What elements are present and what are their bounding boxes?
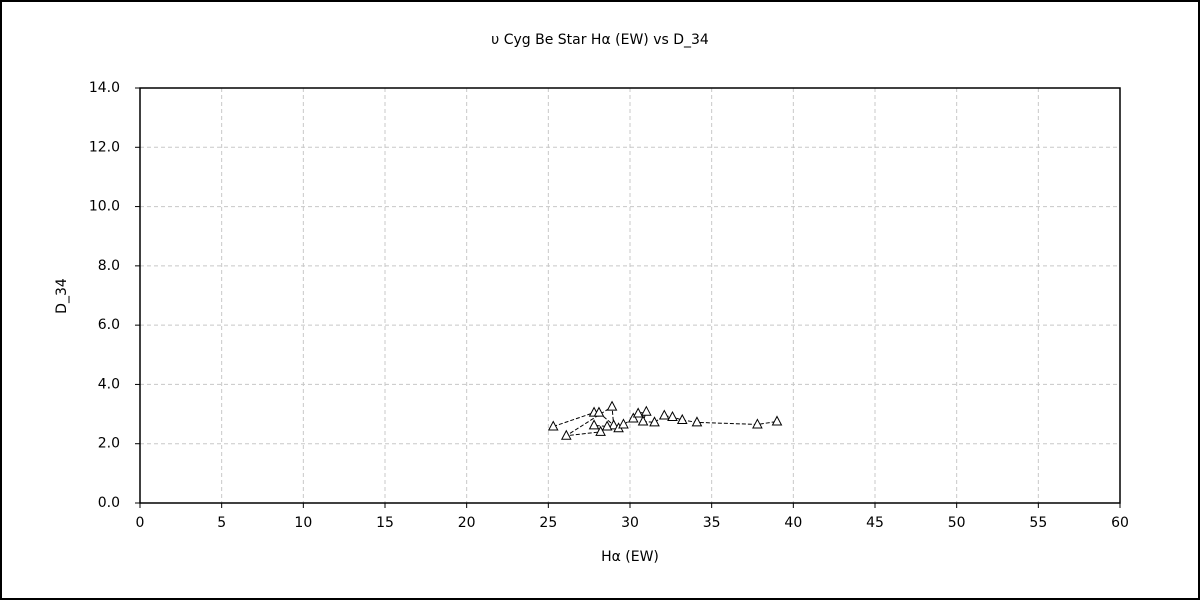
data-point: [637, 415, 649, 426]
y-tick-label: 14.0: [89, 80, 120, 96]
x-tick-label: 45: [866, 515, 884, 531]
x-tick-label: 60: [1111, 515, 1129, 531]
y-tick-label: 0.0: [98, 495, 120, 511]
data-point: [658, 409, 670, 420]
x-tick-label: 35: [703, 515, 721, 531]
data-point: [632, 407, 644, 418]
chart-title: υ Cyg Be Star Hα (EW) vs D_34: [491, 32, 709, 48]
data-point: [593, 406, 605, 417]
y-axis-label: D_34: [54, 278, 70, 314]
x-tick-label: 50: [948, 515, 966, 531]
grid: [140, 88, 1120, 503]
data-point: [588, 419, 600, 430]
x-tick-label: 15: [376, 515, 394, 531]
data-point: [627, 412, 639, 423]
marks: [547, 400, 783, 440]
data-point: [676, 413, 688, 424]
x-axis-label: Hα (EW): [601, 549, 659, 565]
y-tick-label: 10.0: [89, 199, 120, 215]
data-point: [606, 400, 618, 411]
y-tick-label: 4.0: [98, 376, 120, 392]
data-point: [595, 425, 606, 436]
y-tick-label: 2.0: [98, 436, 120, 452]
data-point: [771, 415, 783, 426]
y-tick-label: 8.0: [98, 258, 120, 274]
data-point: [547, 420, 559, 431]
data-point: [752, 418, 763, 429]
data-point: [649, 416, 660, 427]
x-tick-label: 0: [136, 515, 145, 531]
x-tick-label: 55: [1029, 515, 1047, 531]
x-tick-label: 25: [539, 515, 557, 531]
data-point: [667, 410, 678, 422]
data-point: [560, 429, 572, 440]
series-line: [553, 405, 778, 437]
x-tick-label: 5: [217, 515, 226, 531]
x-tick-label: 30: [621, 515, 639, 531]
data-point: [641, 405, 652, 416]
x-tick-label: 10: [294, 515, 312, 531]
y-tick-label: 6.0: [98, 317, 120, 333]
data-point: [618, 418, 629, 429]
data-point: [691, 416, 703, 427]
x-tick-label: 40: [784, 515, 802, 531]
data-point: [601, 420, 613, 431]
x-tick-label: 20: [458, 515, 476, 531]
data-point: [608, 419, 619, 430]
y-tick-label: 12.0: [89, 139, 120, 155]
